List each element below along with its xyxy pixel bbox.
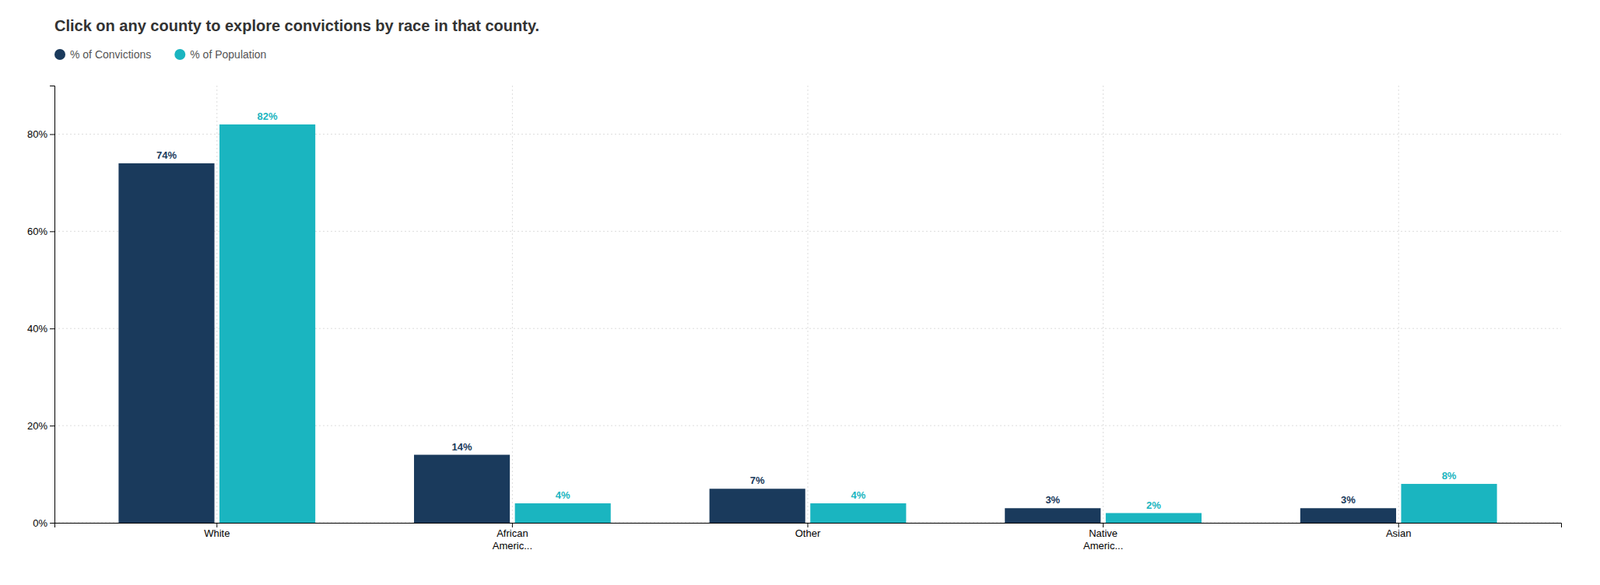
data-label: 3%	[1340, 494, 1356, 506]
data-label: 2%	[1146, 499, 1162, 512]
x-tick-mark	[216, 522, 218, 528]
x-tick-label: NativeAmeric...	[1083, 527, 1123, 552]
x-tick: AfricanAmeric...	[492, 522, 533, 552]
data-label: 7%	[750, 474, 765, 487]
grid-line-x	[216, 85, 218, 523]
y-tick-label: 20%	[27, 420, 48, 432]
bar	[1004, 508, 1101, 523]
y-axis-line	[49, 86, 56, 524]
data-label: 82%	[257, 110, 278, 123]
y-tick-mark	[49, 133, 55, 135]
bar	[219, 124, 316, 523]
data-labels: 74% 14% 7% 3% 3% 82% 4% 4% 2% 8%	[156, 110, 1457, 512]
x-axis: White AfricanAmeric... Other NativeAmeric..…	[55, 522, 1562, 552]
y-tick-label: 0%	[32, 517, 48, 530]
bar	[414, 455, 510, 523]
y-tick: 80%	[27, 128, 55, 141]
y-tick-label: 60%	[27, 225, 48, 238]
legend-label: % of Convictions	[70, 48, 151, 61]
data-label: 4%	[850, 489, 866, 502]
bar	[118, 163, 215, 523]
bar	[515, 503, 611, 523]
data-label: 74%	[156, 149, 177, 162]
bar	[1300, 508, 1397, 523]
y-tick-label: 80%	[27, 128, 48, 141]
y-tick-mark	[49, 328, 55, 330]
bar	[1105, 513, 1202, 523]
y-tick-label: 40%	[27, 322, 48, 335]
chart-title: Click on any county to explore convictio…	[54, 17, 540, 35]
x-tick-mark	[512, 522, 513, 528]
y-tick-mark	[49, 425, 55, 427]
x-tick: Other	[795, 522, 822, 540]
legend-marker	[174, 49, 186, 60]
x-tick-mark	[1398, 522, 1400, 528]
data-label: 4%	[555, 489, 571, 502]
legend-marker	[54, 49, 66, 60]
bar	[810, 503, 906, 523]
data-label: 8%	[1442, 470, 1457, 482]
plot-area: 74% 14% 7% 3% 3% 82% 4% 4% 2% 8% 0% 20% 40% 60% 80% Whi…	[27, 85, 1562, 552]
grid-line-x	[807, 85, 809, 523]
legend-label: % of Population	[189, 48, 267, 61]
x-tick-mark	[807, 522, 809, 528]
x-tick: Asian	[1385, 522, 1412, 540]
x-tick: NativeAmeric...	[1083, 522, 1123, 552]
legend-item: % of Population	[174, 48, 267, 61]
x-tick-label: Other	[795, 527, 822, 540]
data-label: 3%	[1045, 494, 1060, 506]
legend: % of Convictions % of Population	[54, 48, 267, 61]
bar	[709, 488, 806, 523]
x-tick-label: White	[203, 527, 230, 540]
y-tick: 0%	[32, 517, 55, 530]
x-tick-mark	[1102, 522, 1104, 528]
x-tick-label: AfricanAmeric...	[492, 527, 533, 552]
bar	[1400, 484, 1497, 523]
y-tick: 60%	[27, 225, 55, 238]
x-tick: White	[203, 522, 230, 540]
grid	[54, 85, 1562, 523]
legend-item: % of Convictions	[54, 48, 151, 61]
grid-line-x	[512, 85, 513, 523]
grid-line-x	[1102, 85, 1104, 523]
x-tick-label: Asian	[1385, 527, 1412, 540]
y-tick-mark	[49, 522, 55, 524]
grid-line-x	[1398, 85, 1400, 523]
y-tick-mark	[49, 231, 55, 232]
y-tick: 20%	[27, 420, 55, 432]
data-label: 14%	[452, 441, 473, 453]
chart-svg: Click on any county to explore convictio…	[0, 0, 1600, 585]
y-axis: 0% 20% 40% 60% 80%	[27, 86, 56, 530]
y-tick: 40%	[27, 322, 55, 335]
bars	[118, 124, 1497, 523]
x-axis-line	[55, 523, 1562, 529]
